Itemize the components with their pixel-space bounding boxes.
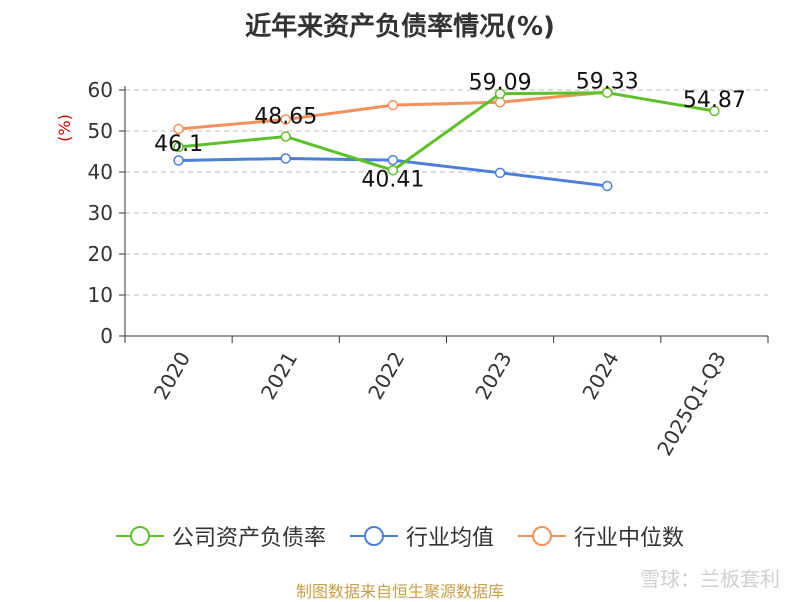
legend-swatch-industry-median [518, 525, 566, 547]
y-tick-label: 50 [88, 119, 113, 143]
x-tick-label: 2025Q1-Q3 [652, 348, 731, 460]
series-company-point [280, 131, 291, 142]
series-industry-mean-point [387, 154, 399, 166]
x-tick-label: 2022 [363, 348, 409, 404]
series-company-point [602, 87, 613, 98]
y-tick-label: 10 [88, 283, 113, 307]
y-tick-label: 40 [88, 160, 113, 184]
series-industry-median-point [280, 114, 291, 125]
watermark: 雪球：兰板套利 [640, 567, 780, 591]
legend-swatch-company [115, 525, 164, 547]
legend-label-company: 公司资产负债率 [171, 526, 326, 551]
series-industry-mean-point [173, 155, 184, 166]
legend-marker-industry-median [532, 526, 552, 546]
data-label: 46.1 [154, 132, 203, 157]
data-label: 59.09 [469, 71, 532, 96]
series-industry-median-line [178, 90, 608, 131]
y-axis-label: (%) [55, 114, 74, 142]
legend-item-industry-mean[interactable]: 行业均值 [349, 520, 494, 552]
series-industry-mean-point [494, 167, 506, 179]
series-industry-mean-point [280, 153, 291, 164]
data-label: 40.41 [361, 167, 424, 192]
y-tick-label: 30 [88, 201, 113, 225]
y-tick-label: 0 [100, 324, 113, 348]
x-tick-label: 2021 [256, 348, 302, 404]
legend-label-industry-mean: 行业均值 [405, 526, 494, 551]
legend-marker-company [129, 526, 150, 546]
chart-legend: 公司资产负债率 行业均值 行业中位数 [0, 520, 800, 552]
series-company-line [178, 91, 715, 172]
y-tick-label: 20 [88, 242, 113, 266]
legend-item-industry-median[interactable]: 行业中位数 [518, 520, 684, 552]
series-company-point [494, 88, 506, 99]
data-label: 59.33 [576, 70, 639, 95]
legend-marker-industry-mean [363, 526, 384, 546]
x-tick-label: 2023 [470, 348, 516, 404]
legend-label-industry-median: 行业中位数 [574, 526, 685, 551]
x-tick-label: 2020 [149, 348, 195, 404]
data-label: 54.87 [683, 88, 746, 113]
series-company-point [387, 165, 399, 176]
series-industry-median-point [173, 123, 184, 135]
data-source-note: 制图数据来自恒生聚源数据库 [295, 582, 504, 601]
y-tick-label: 60 [88, 78, 113, 102]
series-industry-median-point [387, 99, 399, 111]
series-industry-median-point [494, 97, 506, 108]
chart-title: 近年来资产负债率情况(%) [245, 12, 555, 42]
x-tick-label: 2024 [577, 348, 623, 404]
series-company-point [173, 141, 184, 153]
series-industry-mean-point [602, 180, 613, 192]
legend-swatch-industry-mean [349, 525, 398, 547]
data-label: 48.65 [254, 105, 317, 130]
legend-item-company[interactable]: 公司资产负债率 [115, 520, 326, 552]
series-company-point [709, 105, 720, 117]
